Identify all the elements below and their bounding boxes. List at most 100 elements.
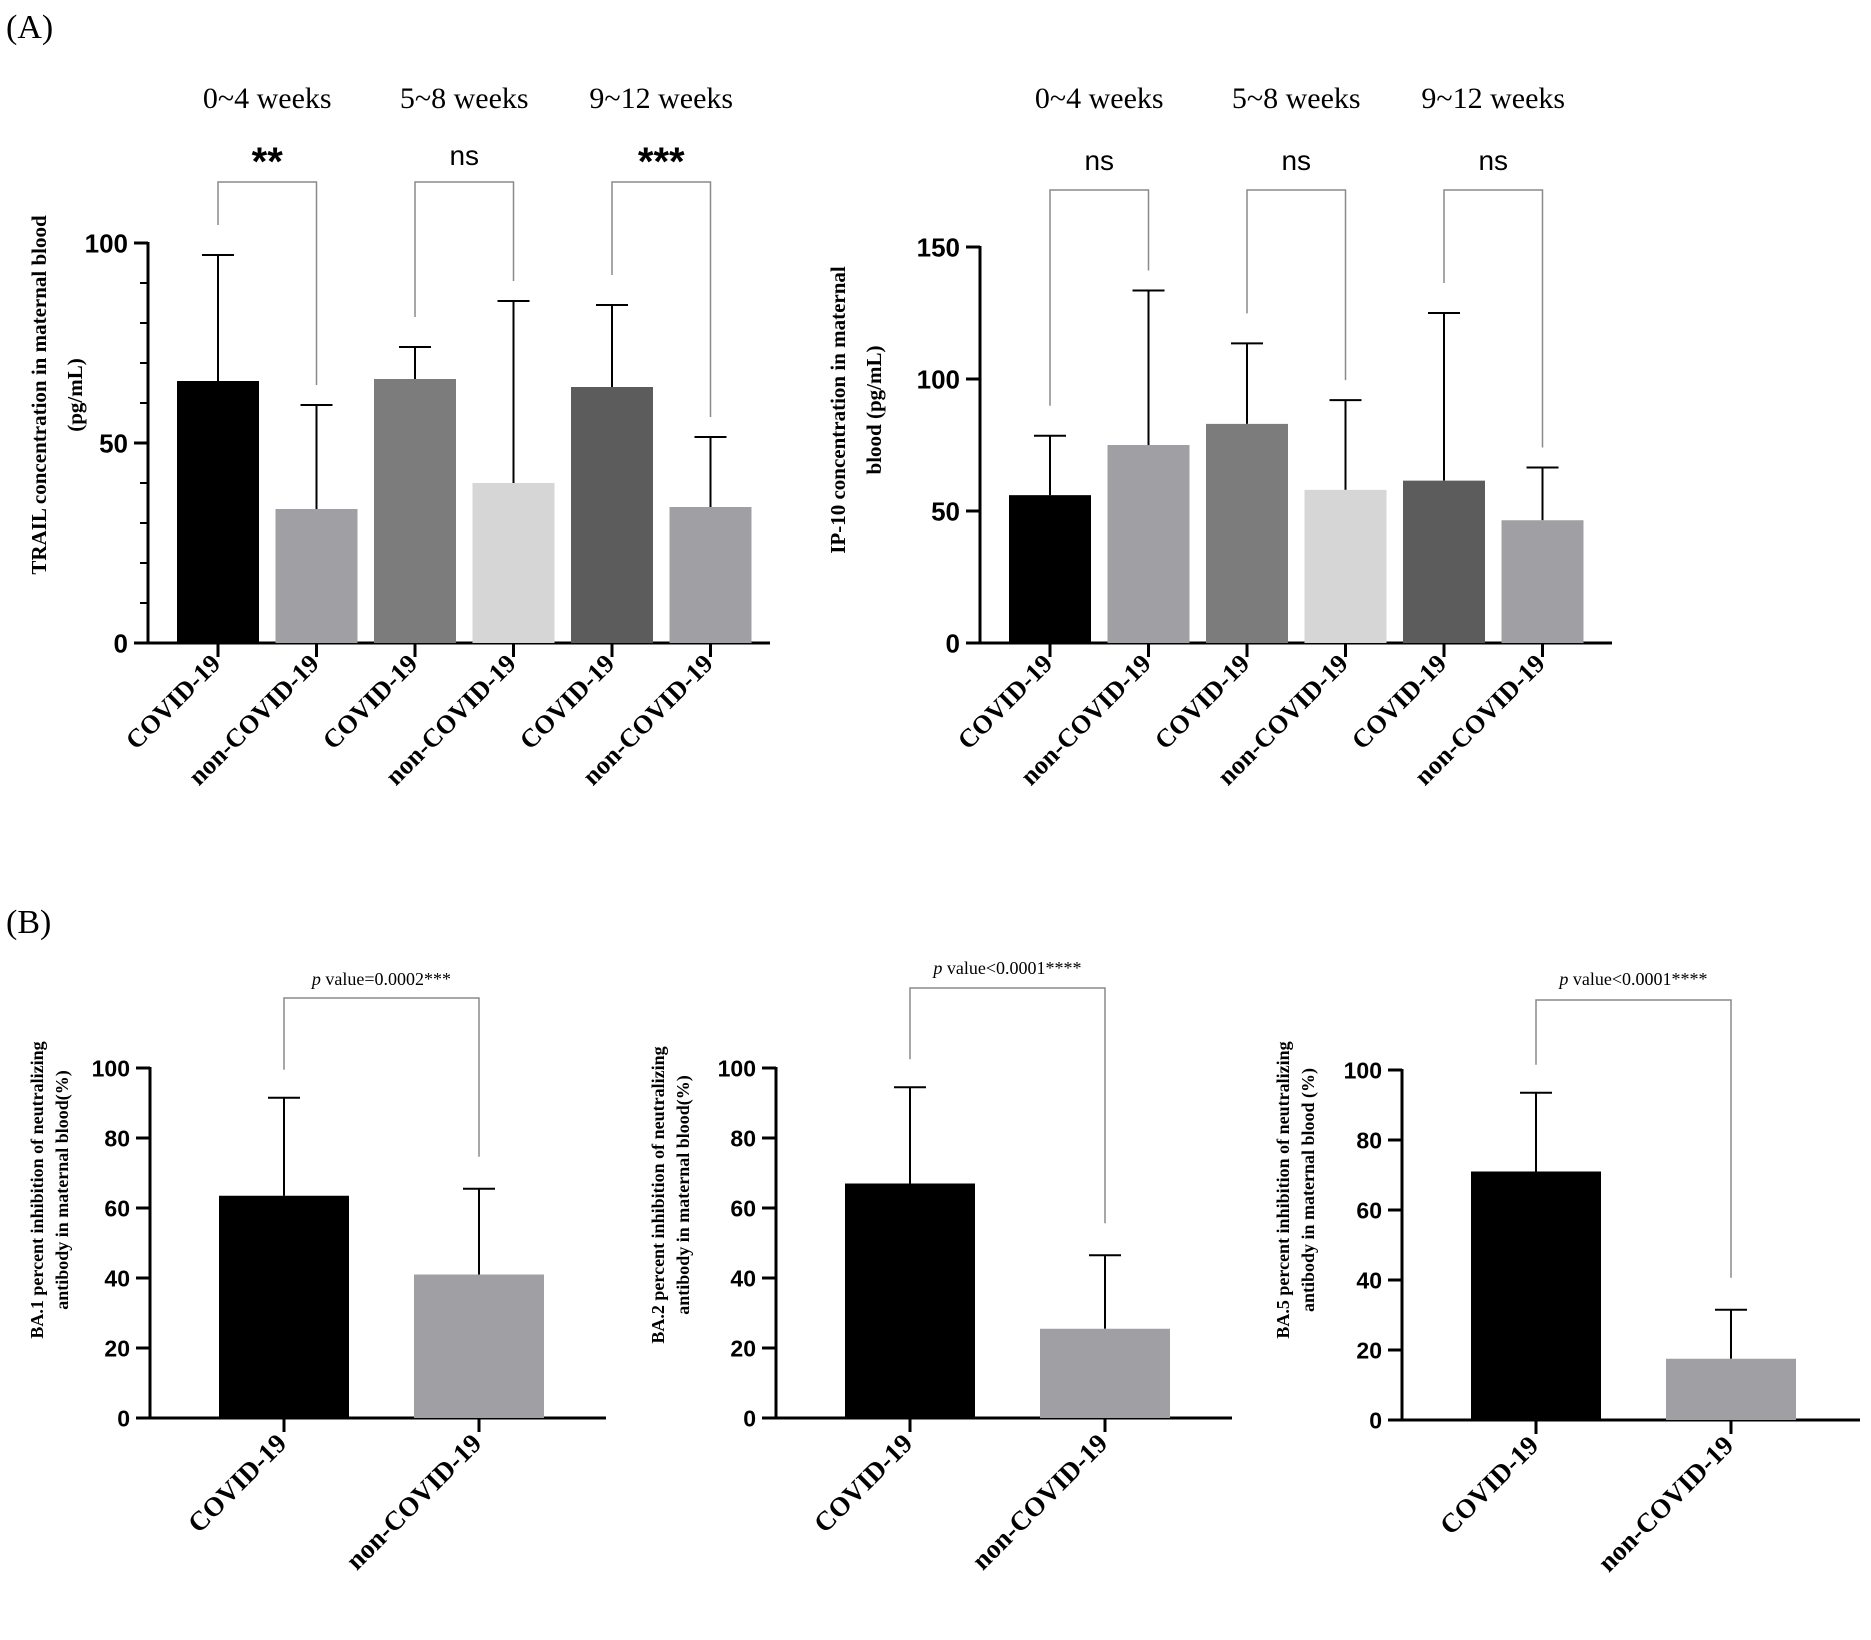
y-axis-label: antibody in maternal blood(%) [673, 1075, 694, 1315]
y-tick-label: 60 [104, 1195, 130, 1221]
bar-2 [414, 1274, 544, 1418]
significance-bracket [217, 181, 318, 385]
y-axis-label: blood (pg/mL) [862, 346, 886, 475]
p-value-italic: p [310, 969, 321, 989]
period-label: 5~8 weeks [1232, 82, 1361, 115]
x-category-label: COVID-19 [182, 1428, 292, 1538]
x-category-label: non-COVID-19 [340, 1428, 487, 1575]
y-tick-label: 0 [946, 628, 960, 658]
y-tick-label: 50 [99, 428, 128, 458]
y-axis-label: BA.1 percent inhibition of neutralizing [27, 1041, 47, 1338]
y-tick-label: 100 [92, 1055, 130, 1081]
significance-bracket [1246, 189, 1347, 381]
significance-label: ns [1281, 145, 1311, 176]
significance-label: ns [1084, 145, 1114, 176]
significance-bracket [414, 181, 515, 317]
p-value-text: value=0.0002*** [321, 969, 451, 989]
panel-label-a: (A) [6, 9, 53, 46]
bar-5 [571, 387, 653, 643]
y-tick-label: 40 [730, 1265, 756, 1291]
period-label: 5~8 weeks [400, 82, 529, 115]
significance-label: ns [449, 140, 479, 171]
y-tick-label: 40 [1356, 1267, 1382, 1293]
significance-bracket [283, 997, 480, 1157]
p-value-label: p value=0.0002*** [310, 969, 451, 989]
y-tick-label: 0 [114, 628, 128, 658]
x-category-label: COVID-19 [514, 649, 620, 755]
y-tick-label: 100 [917, 364, 960, 394]
x-category-label: COVID-19 [1149, 649, 1255, 755]
y-tick-label: 20 [730, 1335, 756, 1361]
p-value-italic: p [931, 958, 942, 978]
y-axis-label: BA.2 percent inhibition of neutralizing [648, 1046, 668, 1343]
bar-4 [1304, 489, 1387, 643]
y-tick-label: 80 [1356, 1127, 1382, 1153]
significance-label: *** [638, 140, 685, 184]
y-tick-label: 0 [1369, 1407, 1382, 1433]
y-axis-label: IP-10 concentration in maternal [826, 266, 850, 554]
chart-3: 0 20 40 60 80 100 BA.1 percent inhibition of n… [27, 969, 606, 1575]
p-value-label: p value<0.0001**** [931, 958, 1081, 978]
y-tick-label: 80 [104, 1125, 130, 1151]
bar-3 [374, 379, 456, 643]
x-category-label: COVID-19 [1434, 1430, 1544, 1540]
y-tick-label: 60 [1356, 1197, 1382, 1223]
chart-5: 0 20 40 60 80 100 BA.5 percent inhibition of n… [1273, 969, 1860, 1577]
bar-1 [177, 381, 259, 643]
significance-bracket [1535, 999, 1732, 1278]
bar-1 [845, 1183, 975, 1418]
significance-bracket [909, 987, 1106, 1224]
chart-1: 0 50 100 TRAIL concentration in maternal bl… [27, 82, 770, 791]
x-category-label: COVID-19 [120, 649, 226, 755]
significance-bracket [1049, 189, 1150, 406]
period-label: 0~4 weeks [203, 82, 332, 115]
bar-6 [669, 507, 752, 643]
x-category-label: non-COVID-19 [1592, 1430, 1739, 1577]
bar-2 [275, 509, 358, 643]
bar-6 [1501, 520, 1584, 643]
significance-label: ** [252, 140, 284, 184]
x-category-label: COVID-19 [952, 649, 1058, 755]
bar-3 [1206, 423, 1288, 643]
significance-bracket [611, 181, 712, 417]
bar-5 [1403, 480, 1485, 643]
chart-2: 0 50 100 150 IP-10 concentration in maternal… [826, 82, 1612, 791]
y-axis-label: antibody in maternal blood(%) [52, 1070, 73, 1310]
y-tick-label: 0 [117, 1405, 130, 1431]
y-tick-label: 0 [743, 1405, 756, 1431]
bar-1 [1009, 495, 1091, 643]
x-category-label: COVID-19 [1346, 649, 1452, 755]
y-tick-label: 100 [718, 1055, 756, 1081]
y-tick-label: 150 [917, 232, 960, 262]
y-tick-label: 40 [104, 1265, 130, 1291]
y-tick-label: 60 [730, 1195, 756, 1221]
bar-1 [1471, 1171, 1601, 1420]
y-tick-label: 20 [1356, 1337, 1382, 1363]
significance-bracket [1443, 189, 1544, 448]
period-label: 9~12 weeks [589, 82, 733, 115]
bar-2 [1666, 1358, 1796, 1420]
x-category-label: non-COVID-19 [966, 1428, 1113, 1575]
x-category-label: COVID-19 [808, 1428, 918, 1538]
p-value-text: value<0.0001**** [942, 958, 1081, 978]
x-category-label: COVID-19 [317, 649, 423, 755]
p-value-text: value<0.0001**** [1568, 969, 1707, 989]
bar-4 [472, 483, 555, 643]
bar-1 [219, 1195, 349, 1418]
y-axis-label: (pg/mL) [63, 358, 87, 432]
y-tick-label: 50 [931, 496, 960, 526]
panel-label-b: (B) [6, 904, 51, 941]
y-tick-label: 100 [85, 228, 128, 258]
y-tick-label: 20 [104, 1335, 130, 1361]
bar-2 [1040, 1328, 1170, 1418]
y-axis-label: antibody in maternal blood (%) [1298, 1068, 1319, 1312]
y-axis-label: TRAIL concentration in maternal blood [27, 215, 51, 575]
p-value-italic: p [1557, 969, 1568, 989]
y-tick-label: 80 [730, 1125, 756, 1151]
y-tick-label: 100 [1344, 1057, 1382, 1083]
period-label: 0~4 weeks [1035, 82, 1164, 115]
p-value-label: p value<0.0001**** [1557, 969, 1707, 989]
y-axis-label: BA.5 percent inhibition of neutralizing [1273, 1041, 1293, 1338]
significance-label: ns [1478, 145, 1508, 176]
